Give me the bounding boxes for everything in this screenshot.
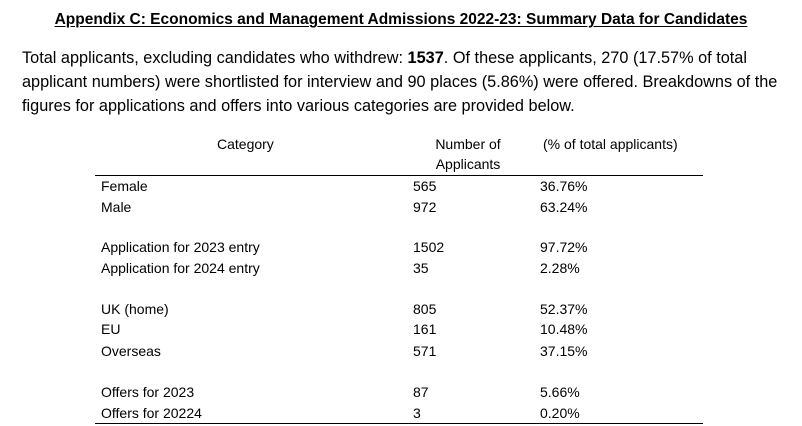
row-label-offers-20224: Offers for 20224	[101, 405, 202, 421]
number-of-applicants-header: Number of Applicants	[430, 134, 506, 174]
row-number-overseas: 571	[413, 343, 437, 359]
row-percent-offers-2023: 5.66%	[540, 384, 580, 400]
row-percent-eu: 10.48%	[540, 321, 588, 337]
row-number-female: 565	[413, 178, 437, 194]
row-number-male: 972	[413, 199, 437, 215]
row-percent-uk-home: 52.37%	[540, 301, 588, 317]
row-number-2024-entry: 35	[413, 260, 429, 276]
number-header-line2: Applicants	[435, 156, 501, 172]
intro-text-before: Total applicants, excluding candidates w…	[22, 49, 408, 67]
row-label-overseas: Overseas	[101, 343, 161, 359]
row-number-offers-20224: 3	[413, 405, 421, 421]
row-number-2023-entry: 1502	[413, 239, 445, 255]
row-label-male: Male	[101, 199, 132, 215]
row-percent-female: 36.76%	[540, 178, 588, 194]
row-number-eu: 161	[413, 321, 437, 337]
intro-text-after: . Of these applicants, 270 (17.57% of to…	[22, 49, 778, 115]
row-percent-2023-entry: 97.72%	[540, 239, 588, 255]
total-applicants-value: 1537	[407, 49, 444, 67]
page-title: Appendix C: Economics and Management Adm…	[54, 11, 748, 28]
row-percent-offers-20224: 0.20%	[540, 405, 580, 421]
intro-paragraph: Total applicants, excluding candidates w…	[22, 46, 792, 118]
table-top-rule	[95, 175, 703, 176]
row-label-female: Female	[101, 178, 148, 194]
percent-header: (% of total applicants)	[543, 136, 678, 152]
row-percent-2024-entry: 2.28%	[540, 260, 580, 276]
row-label-offers-2023: Offers for 2023	[101, 384, 195, 400]
table-bottom-rule	[95, 423, 703, 424]
row-label-2023-entry: Application for 2023 entry	[101, 239, 260, 255]
row-number-uk-home: 805	[413, 301, 437, 317]
row-label-2024-entry: Application for 2024 entry	[101, 260, 260, 276]
row-number-offers-2023: 87	[413, 384, 429, 400]
category-header: Category	[217, 136, 274, 152]
row-label-uk-home: UK (home)	[101, 301, 169, 317]
row-label-eu: EU	[101, 321, 121, 337]
row-percent-male: 63.24%	[540, 199, 588, 215]
row-percent-overseas: 37.15%	[540, 343, 588, 359]
number-header-line1: Number of	[435, 136, 501, 152]
